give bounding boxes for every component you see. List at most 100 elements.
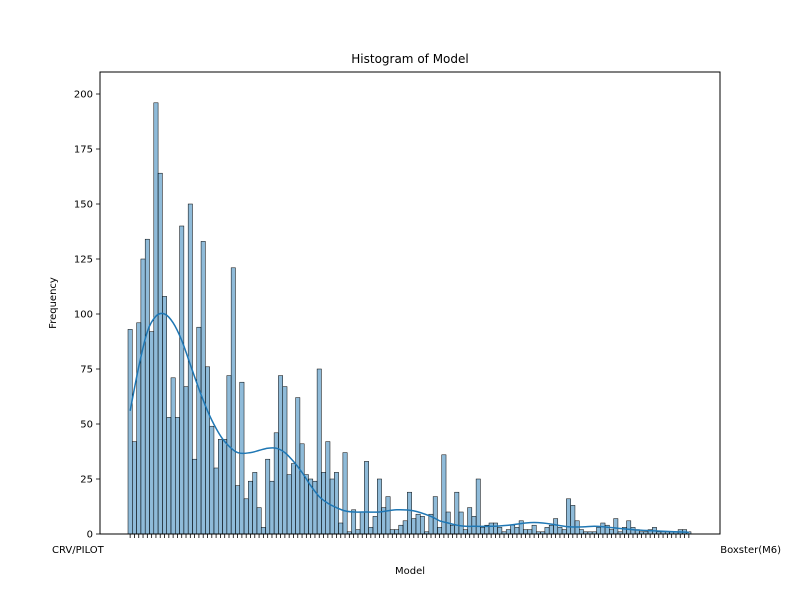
y-axis-ticks: 0 25 50 75 100 125 150 175 200 — [74, 90, 100, 541]
histogram-bar — [527, 529, 533, 535]
histogram-bar — [359, 511, 365, 535]
histogram-bar — [243, 498, 249, 535]
histogram-bar — [252, 472, 258, 535]
histogram-bar — [144, 238, 150, 535]
histogram-bar — [149, 331, 155, 535]
histogram-bar — [510, 524, 516, 535]
y-tick-label: 175 — [74, 145, 93, 156]
y-tick-label: 200 — [74, 90, 93, 101]
histogram-bar — [316, 368, 322, 535]
histogram-bar — [175, 417, 180, 535]
histogram-bar — [166, 417, 172, 535]
x-tick-label-first: CRV/PILOT — [52, 545, 105, 556]
histogram-bar — [394, 529, 400, 535]
histogram-bar — [209, 425, 215, 535]
y-axis-label: Frequency — [48, 277, 59, 329]
histogram-bar — [561, 529, 567, 535]
histogram-bar — [170, 377, 176, 535]
y-tick-label: 125 — [74, 255, 93, 266]
histogram-bar — [544, 527, 550, 535]
histogram-bar — [127, 329, 133, 535]
histogram-bar — [368, 527, 374, 535]
histogram-bar — [471, 516, 477, 535]
histogram-bar — [342, 452, 348, 535]
histogram-bar — [355, 529, 361, 535]
histogram-bar — [437, 527, 442, 535]
histogram-bar — [609, 529, 614, 535]
y-tick-label: 50 — [80, 420, 93, 431]
histogram-bar — [226, 375, 232, 535]
histogram-bar — [351, 509, 357, 535]
histogram-bar — [218, 439, 223, 535]
histogram-bar — [411, 518, 417, 535]
histogram-bar — [260, 527, 266, 535]
y-tick-label: 75 — [80, 365, 93, 376]
plot-frame — [99, 71, 721, 535]
histogram-bar — [200, 241, 206, 535]
histogram-bar — [531, 524, 537, 535]
y-tick-label: 150 — [74, 200, 93, 211]
histogram-bar — [432, 496, 438, 535]
histogram-bar — [407, 491, 412, 535]
y-tick-label: 25 — [80, 475, 93, 486]
x-axis-ticks — [129, 534, 690, 538]
histogram-bar — [334, 472, 339, 535]
histogram-bar — [325, 441, 331, 535]
kde-curve — [129, 312, 689, 533]
histogram-bar — [450, 524, 455, 535]
histogram-bar — [265, 458, 271, 535]
histogram-bar — [415, 513, 421, 535]
histogram-bar — [179, 225, 185, 535]
histogram-bar — [600, 522, 606, 535]
histogram-bar — [140, 258, 146, 535]
histogram-bar — [557, 527, 563, 535]
histogram-bar — [553, 518, 559, 535]
histogram-bar — [192, 458, 198, 535]
y-tick-label: 100 — [74, 310, 93, 321]
histogram-bar — [222, 439, 228, 535]
histogram-bar — [157, 172, 163, 535]
histogram-bar — [364, 461, 369, 535]
histogram-bar — [398, 524, 404, 535]
histogram-bar — [566, 498, 571, 535]
histogram-bar — [303, 474, 309, 535]
histogram-bar — [458, 511, 464, 535]
histogram-bar — [230, 267, 236, 535]
y-tick-label: 0 — [87, 530, 93, 541]
histogram-bar — [389, 529, 395, 535]
histogram-bar — [630, 527, 636, 535]
histogram-bar — [596, 527, 602, 535]
histogram-bar — [256, 507, 262, 535]
histogram-bar — [570, 505, 576, 535]
histogram-bar — [235, 485, 240, 535]
histogram-bar — [239, 381, 245, 535]
histogram-bar — [385, 496, 391, 535]
histogram-bar — [480, 527, 485, 535]
histogram-bar — [136, 322, 142, 535]
histogram-bar — [454, 491, 460, 535]
histogram-bar — [248, 480, 253, 535]
histogram-bars — [127, 102, 692, 535]
histogram-bar — [196, 326, 202, 535]
histogram-bar — [213, 467, 219, 535]
histogram-bar — [372, 516, 378, 535]
histogram-bar — [299, 443, 305, 535]
histogram-bar — [282, 386, 288, 535]
histogram-bar — [183, 386, 189, 535]
histogram-bar — [269, 480, 275, 535]
chart-title: Histogram of Model — [351, 52, 468, 66]
histogram-bar — [321, 472, 326, 535]
x-axis-label: Model — [395, 566, 425, 577]
histogram-bar — [523, 529, 528, 535]
histogram-bar — [462, 529, 468, 535]
histogram-bar — [377, 478, 382, 535]
histogram-bar — [162, 296, 167, 535]
histogram-bar — [488, 522, 494, 535]
histogram-bar — [613, 518, 619, 535]
histogram-bar — [579, 529, 584, 535]
histogram-bar — [548, 524, 554, 535]
histogram-bar — [493, 522, 498, 535]
histogram-bar — [286, 474, 292, 535]
histogram-bar — [338, 522, 344, 535]
